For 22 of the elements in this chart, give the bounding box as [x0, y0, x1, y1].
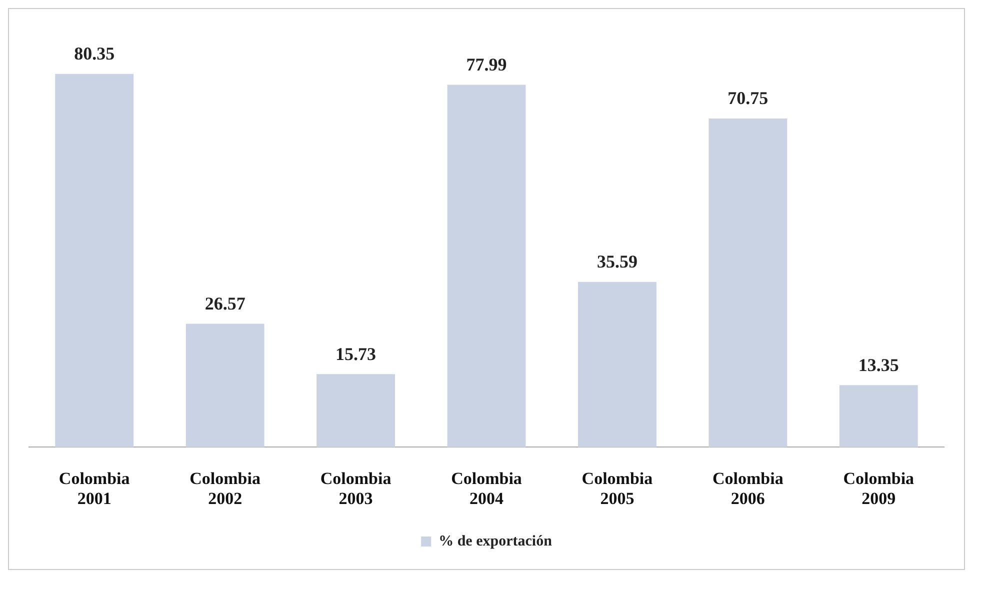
x-tick-label: Colombia 2005 — [582, 468, 654, 508]
data-label: 70.75 — [728, 88, 768, 108]
data-label: 77.99 — [466, 54, 507, 74]
bar — [578, 282, 656, 448]
x-tick-label: Colombia 2006 — [712, 468, 784, 508]
x-tick-label: Colombia 2009 — [843, 468, 915, 508]
data-label: 26.57 — [204, 293, 246, 314]
data-label: 15.73 — [336, 344, 376, 364]
bar — [55, 74, 134, 448]
data-label: 13.35 — [858, 354, 899, 375]
bar — [708, 118, 788, 448]
bar — [186, 324, 264, 448]
x-tick-label: Colombia 2003 — [320, 468, 392, 508]
bar — [839, 385, 918, 448]
data-label: 35.59 — [596, 251, 638, 272]
x-tick-label: Colombia 2002 — [190, 468, 261, 508]
legend-label: % de exportación — [438, 533, 553, 550]
x-tick-label: Colombia 2004 — [451, 468, 522, 508]
bar — [316, 374, 395, 448]
x-tick-label: Colombia 2001 — [58, 468, 130, 508]
bar — [447, 84, 526, 448]
data-label: 80.35 — [74, 43, 115, 64]
